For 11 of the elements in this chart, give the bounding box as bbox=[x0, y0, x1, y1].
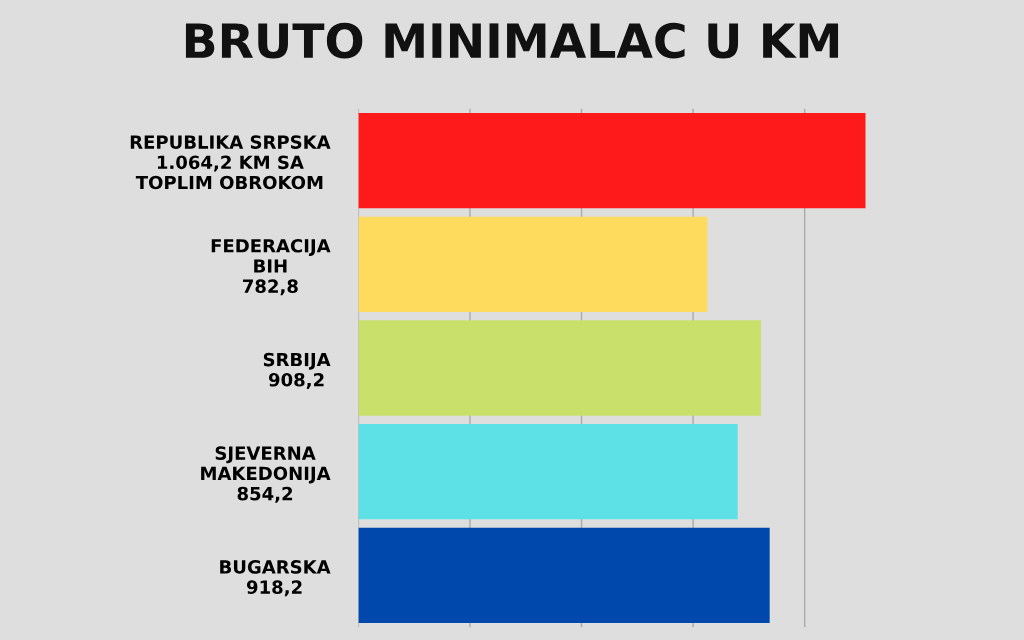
bar bbox=[358, 423, 738, 520]
y-tick-label: SRBIJA 908,2 bbox=[263, 352, 331, 389]
bar bbox=[358, 216, 708, 313]
bar bbox=[358, 112, 866, 209]
y-tick-label: FEDERACIJA BIH 782,8 bbox=[211, 238, 331, 296]
bar bbox=[358, 527, 770, 624]
y-tick-label: BUGARSKA 918,2 bbox=[220, 560, 331, 597]
y-tick-label: SJEVERNA MAKEDONIJA 854,2 bbox=[201, 446, 331, 503]
y-tick-label: REPUBLIKA SRPSKA 1.064,2 KM SA TOPLIM OBROKOM bbox=[130, 135, 331, 190]
bar bbox=[358, 320, 762, 416]
chart-title: BRUTO MINIMALAC U KM bbox=[185, 22, 839, 59]
